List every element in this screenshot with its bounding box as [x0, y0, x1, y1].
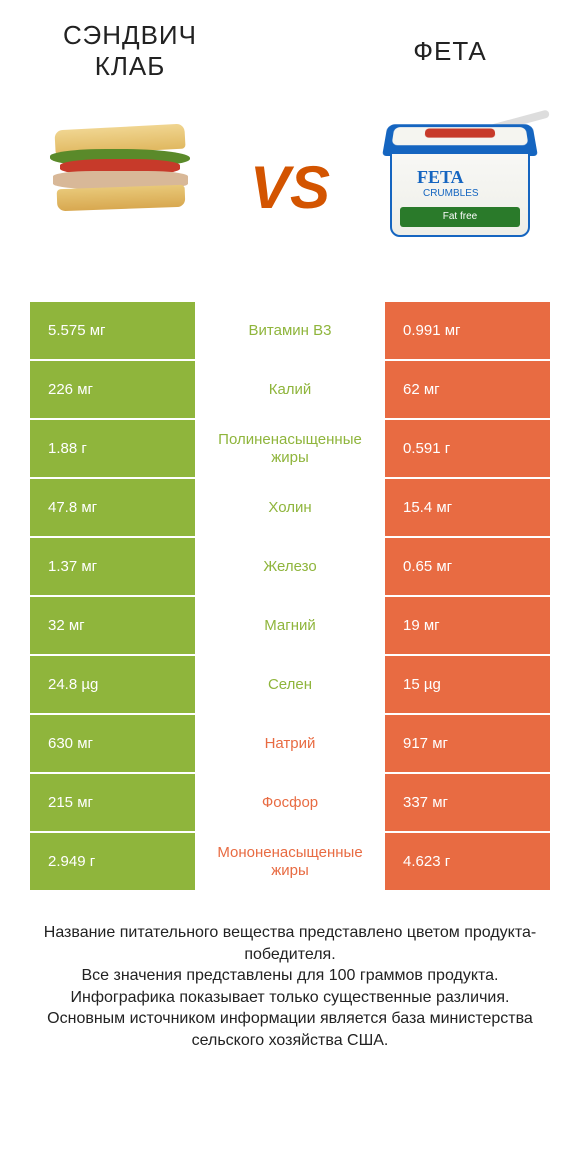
table-row: 1.88 гПолиненасыщенные жиры0.591 г — [30, 420, 550, 477]
left-product-title: СЭНДВИЧ КЛАБ — [30, 20, 230, 82]
cell-right-value: 15.4 мг — [385, 479, 550, 536]
cell-left-value: 215 мг — [30, 774, 195, 831]
cell-nutrient-name: Холин — [195, 479, 385, 536]
table-row: 215 мгФосфор337 мг — [30, 774, 550, 831]
footer-line: Название питательного вещества представл… — [20, 922, 560, 965]
cell-right-value: 0.991 мг — [385, 302, 550, 359]
cell-left-value: 226 мг — [30, 361, 195, 418]
cell-nutrient-name: Магний — [195, 597, 385, 654]
cell-nutrient-name: Полиненасыщенные жиры — [195, 420, 385, 477]
table-row: 47.8 мгХолин15.4 мг — [30, 479, 550, 536]
cell-nutrient-name: Мононенасыщенные жиры — [195, 833, 385, 890]
right-product-title: ФЕТА — [350, 36, 550, 67]
footer-line: Основным источником информации является … — [20, 1008, 560, 1051]
table-row: 5.575 мгВитамин B30.991 мг — [30, 302, 550, 359]
cell-right-value: 0.591 г — [385, 420, 550, 477]
table-row: 630 мгНатрий917 мг — [30, 715, 550, 772]
cell-left-value: 1.88 г — [30, 420, 195, 477]
footer-line: Все значения представлены для 100 граммо… — [20, 965, 560, 987]
table-row: 24.8 µgСелен15 µg — [30, 656, 550, 713]
cell-left-value: 47.8 мг — [30, 479, 195, 536]
cell-right-value: 19 мг — [385, 597, 550, 654]
header: СЭНДВИЧ КЛАБ ФЕТА — [0, 0, 580, 82]
vs-label: VS — [250, 153, 330, 222]
comparison-table: 5.575 мгВитамин B30.991 мг226 мгКалий62 … — [0, 302, 580, 890]
footer-line: Инфографика показывает только существенн… — [20, 987, 560, 1009]
table-row: 226 мгКалий62 мг — [30, 361, 550, 418]
cell-right-value: 4.623 г — [385, 833, 550, 890]
cell-left-value: 24.8 µg — [30, 656, 195, 713]
feta-image: FETA CRUMBLES Fat free — [360, 97, 560, 277]
images-row: VS FETA CRUMBLES Fat free — [0, 82, 580, 302]
cell-right-value: 15 µg — [385, 656, 550, 713]
cell-nutrient-name: Железо — [195, 538, 385, 595]
cell-right-value: 337 мг — [385, 774, 550, 831]
cell-nutrient-name: Витамин B3 — [195, 302, 385, 359]
table-row: 2.949 гМононенасыщенные жиры4.623 г — [30, 833, 550, 890]
cell-nutrient-name: Натрий — [195, 715, 385, 772]
cell-right-value: 917 мг — [385, 715, 550, 772]
cell-left-value: 32 мг — [30, 597, 195, 654]
cell-nutrient-name: Селен — [195, 656, 385, 713]
table-row: 1.37 мгЖелезо0.65 мг — [30, 538, 550, 595]
cell-right-value: 62 мг — [385, 361, 550, 418]
cell-left-value: 2.949 г — [30, 833, 195, 890]
cell-nutrient-name: Калий — [195, 361, 385, 418]
cell-left-value: 5.575 мг — [30, 302, 195, 359]
cell-right-value: 0.65 мг — [385, 538, 550, 595]
footer-text: Название питательного вещества представл… — [0, 892, 580, 1052]
cell-nutrient-name: Фосфор — [195, 774, 385, 831]
cell-left-value: 1.37 мг — [30, 538, 195, 595]
table-row: 32 мгМагний19 мг — [30, 597, 550, 654]
cell-left-value: 630 мг — [30, 715, 195, 772]
sandwich-image — [20, 97, 220, 277]
